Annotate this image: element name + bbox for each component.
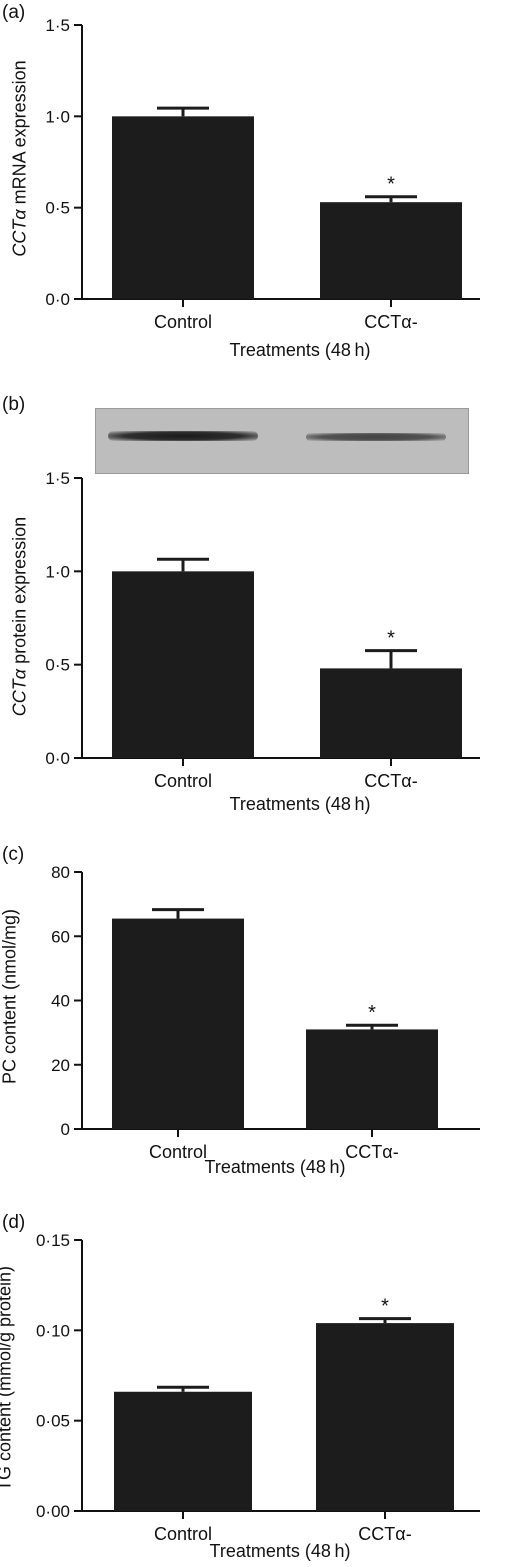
x-axis-label: Treatments (48 h) bbox=[209, 1541, 351, 1561]
y-tick-label: 20 bbox=[51, 1056, 70, 1075]
x-tick-label: Control bbox=[154, 312, 212, 332]
significance-marker: * bbox=[368, 1002, 376, 1024]
y-tick-label: 0 bbox=[61, 1120, 70, 1139]
bar bbox=[112, 918, 244, 1129]
x-tick-label: CCTα- bbox=[358, 1524, 411, 1544]
significance-marker: * bbox=[387, 174, 395, 196]
y-axis-label-italic: CCTα bbox=[9, 668, 30, 717]
y-axis-label: CCTα protein expression bbox=[10, 497, 31, 737]
x-axis-label: Treatments (48 h) bbox=[229, 340, 371, 360]
y-axis-label-text: PC content (nmol/mg) bbox=[0, 908, 20, 1085]
panel-label: (c) bbox=[2, 844, 25, 865]
y-tick-label: 60 bbox=[51, 927, 70, 946]
y-tick-label: 0·5 bbox=[45, 656, 70, 675]
x-tick-label: Control bbox=[154, 1524, 212, 1544]
chart-panel-a: (a) 0·0 0·5 1·0 1·5 Control CCTα- * CCTα mRNA … bbox=[0, 0, 515, 390]
x-tick-label: CCTα- bbox=[345, 1142, 398, 1162]
y-tick-label: 0·00 bbox=[36, 1502, 70, 1521]
y-axis-label-italic: CCTα bbox=[9, 209, 30, 257]
y-tick-label: 0·15 bbox=[36, 1231, 70, 1250]
x-axis-label: Treatments (48 h) bbox=[229, 794, 371, 814]
bar bbox=[316, 1323, 454, 1511]
y-axis-label-text: protein expression bbox=[9, 516, 30, 669]
panel-label: (b) bbox=[2, 394, 26, 415]
bar bbox=[320, 668, 462, 758]
chart-svg: 0·0 0·5 1·0 1·5 Control CCTα- * bbox=[45, 469, 480, 791]
y-tick-label: 0·10 bbox=[36, 1321, 70, 1340]
y-axis-label: TG content (mmol/g protein) bbox=[0, 1259, 16, 1499]
x-tick-label: Control bbox=[154, 771, 212, 791]
y-tick-label: 1·5 bbox=[45, 16, 70, 35]
y-axis-label: CCTα mRNA expression bbox=[10, 39, 31, 279]
y-tick-label: 1·5 bbox=[45, 469, 70, 488]
y-tick-label: 0·5 bbox=[45, 199, 70, 218]
chart-panel-b: (b) 0·0 0·5 1·0 1·5 Control CCTα- * CCTα prote… bbox=[0, 392, 515, 832]
y-tick-label: 40 bbox=[51, 992, 70, 1011]
y-axis-label-text: mRNA expression bbox=[9, 60, 30, 210]
y-tick-label: 1·0 bbox=[45, 107, 70, 126]
chart-svg: 0·0 0·5 1·0 1·5 Control CCTα- * bbox=[45, 16, 480, 332]
significance-marker: * bbox=[387, 628, 395, 650]
chart-panel-d: (d) 0·00 0·05 0·10 0·15 Control CCTα- * TG con… bbox=[0, 1210, 515, 1567]
bar bbox=[112, 116, 254, 299]
y-tick-label: 0·0 bbox=[45, 749, 70, 768]
x-tick-label: CCTα- bbox=[364, 771, 417, 791]
x-tick-label: CCTα- bbox=[364, 312, 417, 332]
bar bbox=[114, 1391, 252, 1511]
chart-panel-c: (c) 0 20 40 60 80 Control CCTα- * PC content (n… bbox=[0, 842, 515, 1192]
panel-label: (d) bbox=[2, 1212, 26, 1233]
y-axis-label: PC content (nmol/mg) bbox=[0, 897, 21, 1097]
chart-svg: 0·00 0·05 0·10 0·15 Control CCTα- * bbox=[36, 1231, 480, 1544]
x-tick-label: Control bbox=[149, 1142, 207, 1162]
y-tick-label: 0·0 bbox=[45, 290, 70, 309]
significance-marker: * bbox=[381, 1296, 389, 1318]
blot-band-cct bbox=[306, 433, 446, 441]
chart-svg: 0 20 40 60 80 Control CCTα- * bbox=[51, 863, 480, 1162]
y-axis-label-text: TG content (mmol/g protein) bbox=[0, 1265, 15, 1492]
x-axis-label: Treatments (48 h) bbox=[204, 1157, 346, 1177]
blot-band-control bbox=[108, 431, 258, 441]
western-blot-image bbox=[95, 408, 469, 474]
y-tick-label: 1·0 bbox=[45, 562, 70, 581]
bar bbox=[306, 1029, 438, 1129]
y-tick-label: 80 bbox=[51, 863, 70, 882]
bar bbox=[320, 202, 462, 299]
y-tick-label: 0·05 bbox=[36, 1412, 70, 1431]
panel-label: (a) bbox=[2, 2, 26, 23]
bar bbox=[112, 571, 254, 758]
